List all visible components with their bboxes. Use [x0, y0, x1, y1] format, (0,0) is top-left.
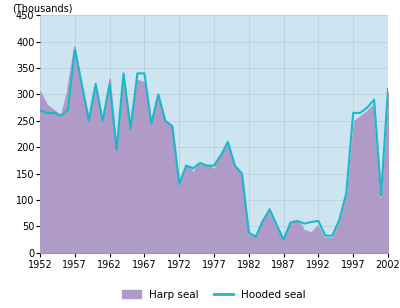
Text: (Thousands): (Thousands)	[12, 3, 73, 13]
Legend: Harp seal, Hooded seal: Harp seal, Hooded seal	[122, 290, 306, 299]
